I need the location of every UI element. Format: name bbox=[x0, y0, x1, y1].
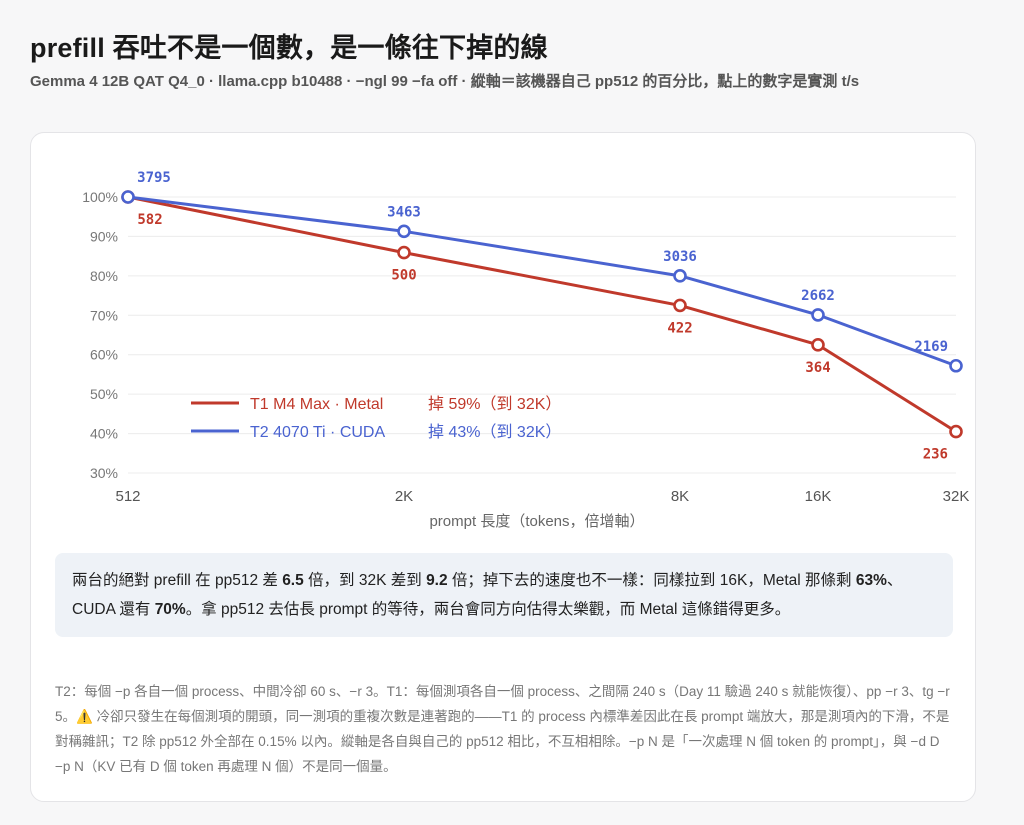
series-2: 3795 3463 3036 2662 2169 bbox=[121, 170, 963, 373]
x-axis: 512 2K 8K 16K 32K bbox=[115, 488, 969, 505]
legend: T1 M4 Max · Metal 掉 59%（到 32K） T2 4070 Ti … bbox=[191, 395, 561, 441]
y-tick-label: 30% bbox=[90, 465, 118, 481]
data-label: 500 bbox=[391, 268, 416, 284]
series-layer: 582 500 422 364 236 3795 3463 3036 2662 2169 bbox=[121, 170, 963, 463]
legend-item: T2 4070 Ti · CUDA 掉 43%（到 32K） bbox=[191, 423, 561, 441]
data-label: 2662 bbox=[801, 288, 835, 304]
note-value: 63% bbox=[855, 572, 887, 589]
data-label: 422 bbox=[667, 320, 692, 336]
data-label: 3036 bbox=[663, 249, 697, 265]
data-label: 582 bbox=[137, 212, 162, 228]
x-tick-label: 16K bbox=[805, 488, 832, 505]
data-point bbox=[949, 424, 963, 439]
x-tick-label: 8K bbox=[671, 488, 689, 505]
legend-item: T1 M4 Max · Metal 掉 59%（到 32K） bbox=[191, 395, 561, 413]
warning-icon: ⚠️ bbox=[76, 709, 93, 724]
data-label: 3463 bbox=[387, 204, 421, 220]
x-tick-label: 2K bbox=[395, 488, 413, 505]
page-subtitle: Gemma 4 12B QAT Q4_0 · llama.cpp b10488 … bbox=[30, 73, 860, 90]
data-label: 3795 bbox=[137, 170, 171, 186]
legend-series-tag: 掉 43%（到 32K） bbox=[428, 423, 561, 441]
note-value: 9.2 bbox=[426, 572, 448, 589]
summary-note: 兩台的絕對 prefill 在 pp512 差 6.5 倍，到 32K 差到 9… bbox=[55, 553, 953, 637]
legend-series-name: T1 M4 Max · Metal bbox=[250, 396, 383, 413]
note-value: 70% bbox=[154, 601, 186, 618]
note-text: 倍；掉下去的速度也不一樣：同樣拉到 16K，Metal 那條剩 bbox=[447, 572, 856, 589]
x-tick-label: 512 bbox=[115, 488, 140, 505]
data-point bbox=[121, 190, 135, 204]
y-tick-label: 90% bbox=[90, 228, 118, 244]
note-text: 倍，到 32K 差到 bbox=[303, 572, 427, 589]
note-text: 兩台的絕對 prefill 在 pp512 差 bbox=[72, 572, 283, 589]
data-label: 364 bbox=[805, 360, 830, 376]
data-label: 2169 bbox=[914, 339, 948, 355]
footnote-text: T2：每個 −p 各自一個 process、中間冷卻 60 s、−r 3。T1：… bbox=[55, 684, 950, 724]
note-value: 6.5 bbox=[282, 572, 304, 589]
line-chart: 100%90%80%70%60%50%40%30% 512 2K 8K 16K 32K … bbox=[82, 170, 969, 530]
data-point bbox=[673, 298, 687, 313]
data-point bbox=[673, 269, 687, 283]
data-point bbox=[949, 358, 963, 373]
x-axis-label: prompt 長度（tokens，倍增軸） bbox=[429, 513, 644, 530]
series-1: 582 500 422 364 236 bbox=[121, 190, 963, 463]
y-tick-label: 40% bbox=[90, 426, 118, 442]
data-point bbox=[397, 224, 411, 239]
data-label: 236 bbox=[923, 447, 948, 463]
y-tick-label: 60% bbox=[90, 347, 118, 363]
y-tick-label: 80% bbox=[90, 268, 118, 284]
footnote-text: 冷卻只發生在每個測項的開頭，同一測項的重複次數是連著跑的——T1 的 proce… bbox=[55, 709, 950, 774]
y-tick-label: 70% bbox=[90, 307, 118, 323]
y-axis: 100% 90% 80% 70% 60% 50% 40% 30% bbox=[82, 189, 118, 481]
page-title: prefill 吞吐不是一個數，是一條往下掉的線 bbox=[30, 33, 548, 63]
footnote: T2：每個 −p 各自一個 process、中間冷卻 60 s、−r 3。T1：… bbox=[55, 679, 953, 779]
data-point bbox=[811, 338, 825, 352]
data-point bbox=[811, 308, 825, 322]
x-tick-label: 32K bbox=[943, 488, 970, 505]
legend-series-tag: 掉 59%（到 32K） bbox=[428, 395, 561, 413]
legend-series-name: T2 4070 Ti · CUDA bbox=[250, 424, 385, 441]
y-tick-label: 100% bbox=[82, 189, 118, 205]
grid-layer bbox=[128, 196, 956, 474]
note-text: 。拿 pp512 去估長 prompt 的等待，兩台會同方向估得太樂觀，而 Me… bbox=[185, 601, 791, 618]
chart-card: 100% 90% 80% 70% 60% 50% 40% 30% 512 2K 8K 16K 32K … bbox=[30, 132, 976, 802]
y-tick-label: 50% bbox=[90, 386, 118, 402]
data-point bbox=[397, 245, 411, 260]
note-text: 、CUDA 還有 bbox=[72, 572, 903, 618]
